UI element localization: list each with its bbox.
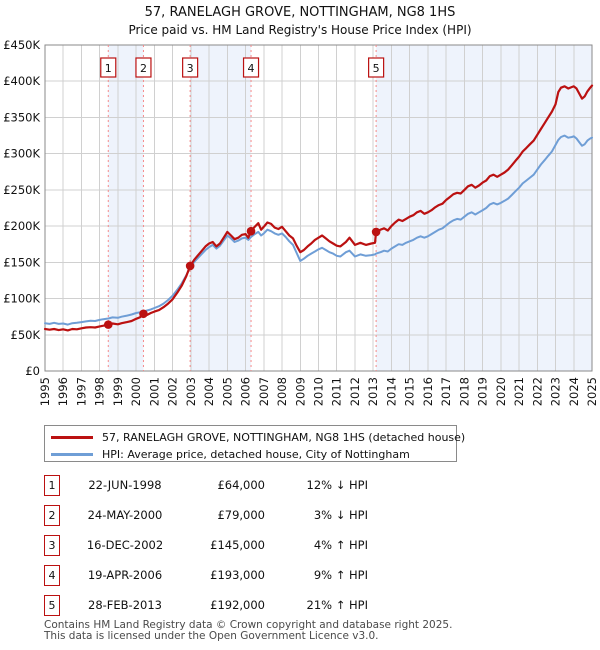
hpi-line [44,134,593,326]
svg-text:2019: 2019 [476,377,490,406]
svg-text:£200K: £200K [3,219,40,233]
price-history-chart: 1 2 3 4 5 £0 £50K £100K £150K £200K £250K £300K £350… [3,38,599,406]
sale-hpi-delta: 4% ↑ HPI [313,538,368,552]
sale-number-badge: 4 [44,565,60,586]
svg-text:£350K: £350K [3,110,40,124]
svg-text:2020: 2020 [494,377,508,406]
svg-text:2: 2 [140,62,147,75]
sale-row-4: 4 19-APR-2006 £193,000 9% ↑ HPI [44,565,464,587]
svg-text:1997: 1997 [74,377,88,406]
svg-text:3: 3 [187,62,194,75]
svg-text:2011: 2011 [330,377,344,406]
sale-hpi-delta: 12% ↓ HPI [306,478,368,492]
sale-number-badge: 3 [44,535,60,556]
svg-text:2007: 2007 [257,377,271,406]
sale-point-markers [103,226,381,329]
svg-text:2014: 2014 [384,377,398,406]
svg-text:£450K: £450K [3,38,40,52]
svg-text:2015: 2015 [403,377,417,406]
legend-line-sample-blue [51,453,93,456]
svg-text:2003: 2003 [184,377,198,406]
svg-text:1: 1 [105,62,112,75]
y-axis-labels: £0 £50K £100K £150K £200K £250K £300K £350K £400… [3,38,40,378]
svg-text:5: 5 [373,62,380,75]
svg-text:2012: 2012 [348,377,362,406]
sale-date: 22-JUN-1998 [88,478,162,492]
svg-text:2002: 2002 [166,377,180,406]
sale-date: 24-MAY-2000 [87,508,163,522]
svg-text:£0: £0 [25,364,40,378]
svg-text:2024: 2024 [567,377,581,406]
sale-price: £64,000 [217,478,265,492]
sale-number-labels: 1 2 3 4 5 [100,57,385,78]
page-title: 57, RANELAGH GROVE, NOTTINGHAM, NG8 1HS [144,5,456,20]
svg-text:1999: 1999 [111,377,125,406]
x-axis-labels: 1995 1996 1997 1998 1999 2000 2001 2002 2003 2004… [38,377,599,406]
sale-date: 19-APR-2006 [87,568,163,582]
sale-row-3: 3 16-DEC-2002 £145,000 4% ↑ HPI [44,535,464,557]
sale-price: £145,000 [210,538,265,552]
chart-legend: 57, RANELAGH GROVE, NOTTINGHAM, NG8 1HS … [44,425,465,463]
svg-text:2009: 2009 [293,377,307,406]
legend-label-hpi: HPI: Average price, detached house, City… [102,448,410,461]
svg-text:2013: 2013 [366,377,380,406]
svg-text:£300K: £300K [3,147,40,161]
sale-number-badge: 2 [44,505,60,526]
svg-text:2005: 2005 [220,377,234,406]
svg-text:1996: 1996 [56,377,70,406]
svg-text:1998: 1998 [93,377,107,406]
svg-text:2023: 2023 [549,377,563,406]
sale-price: £79,000 [217,508,265,522]
sale-price: £193,000 [210,568,265,582]
sale-number-badge: 1 [44,475,60,496]
plot-border [44,44,593,372]
sale-row-1: 1 22-JUN-1998 £64,000 12% ↓ HPI [44,475,464,497]
sale-date: 28-FEB-2013 [88,598,162,612]
legend-item-property: 57, RANELAGH GROVE, NOTTINGHAM, NG8 1HS … [51,429,465,446]
svg-text:2006: 2006 [239,377,253,406]
svg-text:£100K: £100K [3,292,40,306]
svg-text:2000: 2000 [129,377,143,406]
svg-text:4: 4 [248,62,255,75]
legend-label-property: 57, RANELAGH GROVE, NOTTINGHAM, NG8 1HS … [102,431,466,444]
sale-hpi-delta: 21% ↑ HPI [306,598,368,612]
svg-text:£250K: £250K [3,183,40,197]
svg-text:2017: 2017 [439,377,453,406]
sale-hpi-delta: 3% ↓ HPI [313,508,368,522]
svg-text:2018: 2018 [457,377,471,406]
sale-number-badge: 5 [44,595,60,616]
svg-text:2016: 2016 [421,377,435,406]
svg-text:1995: 1995 [38,377,52,406]
property-price-line [43,84,594,332]
svg-text:£400K: £400K [3,74,40,88]
sale-date: 16-DEC-2002 [86,538,164,552]
svg-text:2021: 2021 [512,377,526,406]
svg-text:2004: 2004 [202,377,216,406]
legend-line-sample-red [51,436,93,439]
svg-text:2001: 2001 [147,377,161,406]
svg-text:2025: 2025 [585,377,599,406]
page-subtitle: Price paid vs. HM Land Registry's House … [128,23,472,37]
sale-row-5: 5 28-FEB-2013 £192,000 21% ↑ HPI [44,595,464,617]
sale-hpi-delta: 9% ↑ HPI [313,568,368,582]
svg-text:2008: 2008 [275,377,289,406]
sale-price: £192,000 [210,598,265,612]
sale-row-2: 2 24-MAY-2000 £79,000 3% ↓ HPI [44,505,464,527]
svg-text:2010: 2010 [312,377,326,406]
svg-text:£50K: £50K [11,328,41,342]
footer-copyright: Contains HM Land Registry data © Crown c… [44,619,453,631]
svg-text:2022: 2022 [530,377,544,406]
footer-licence: This data is licensed under the Open Gov… [44,630,379,642]
svg-text:£150K: £150K [3,255,40,269]
legend-item-hpi: HPI: Average price, detached house, City… [51,446,456,463]
